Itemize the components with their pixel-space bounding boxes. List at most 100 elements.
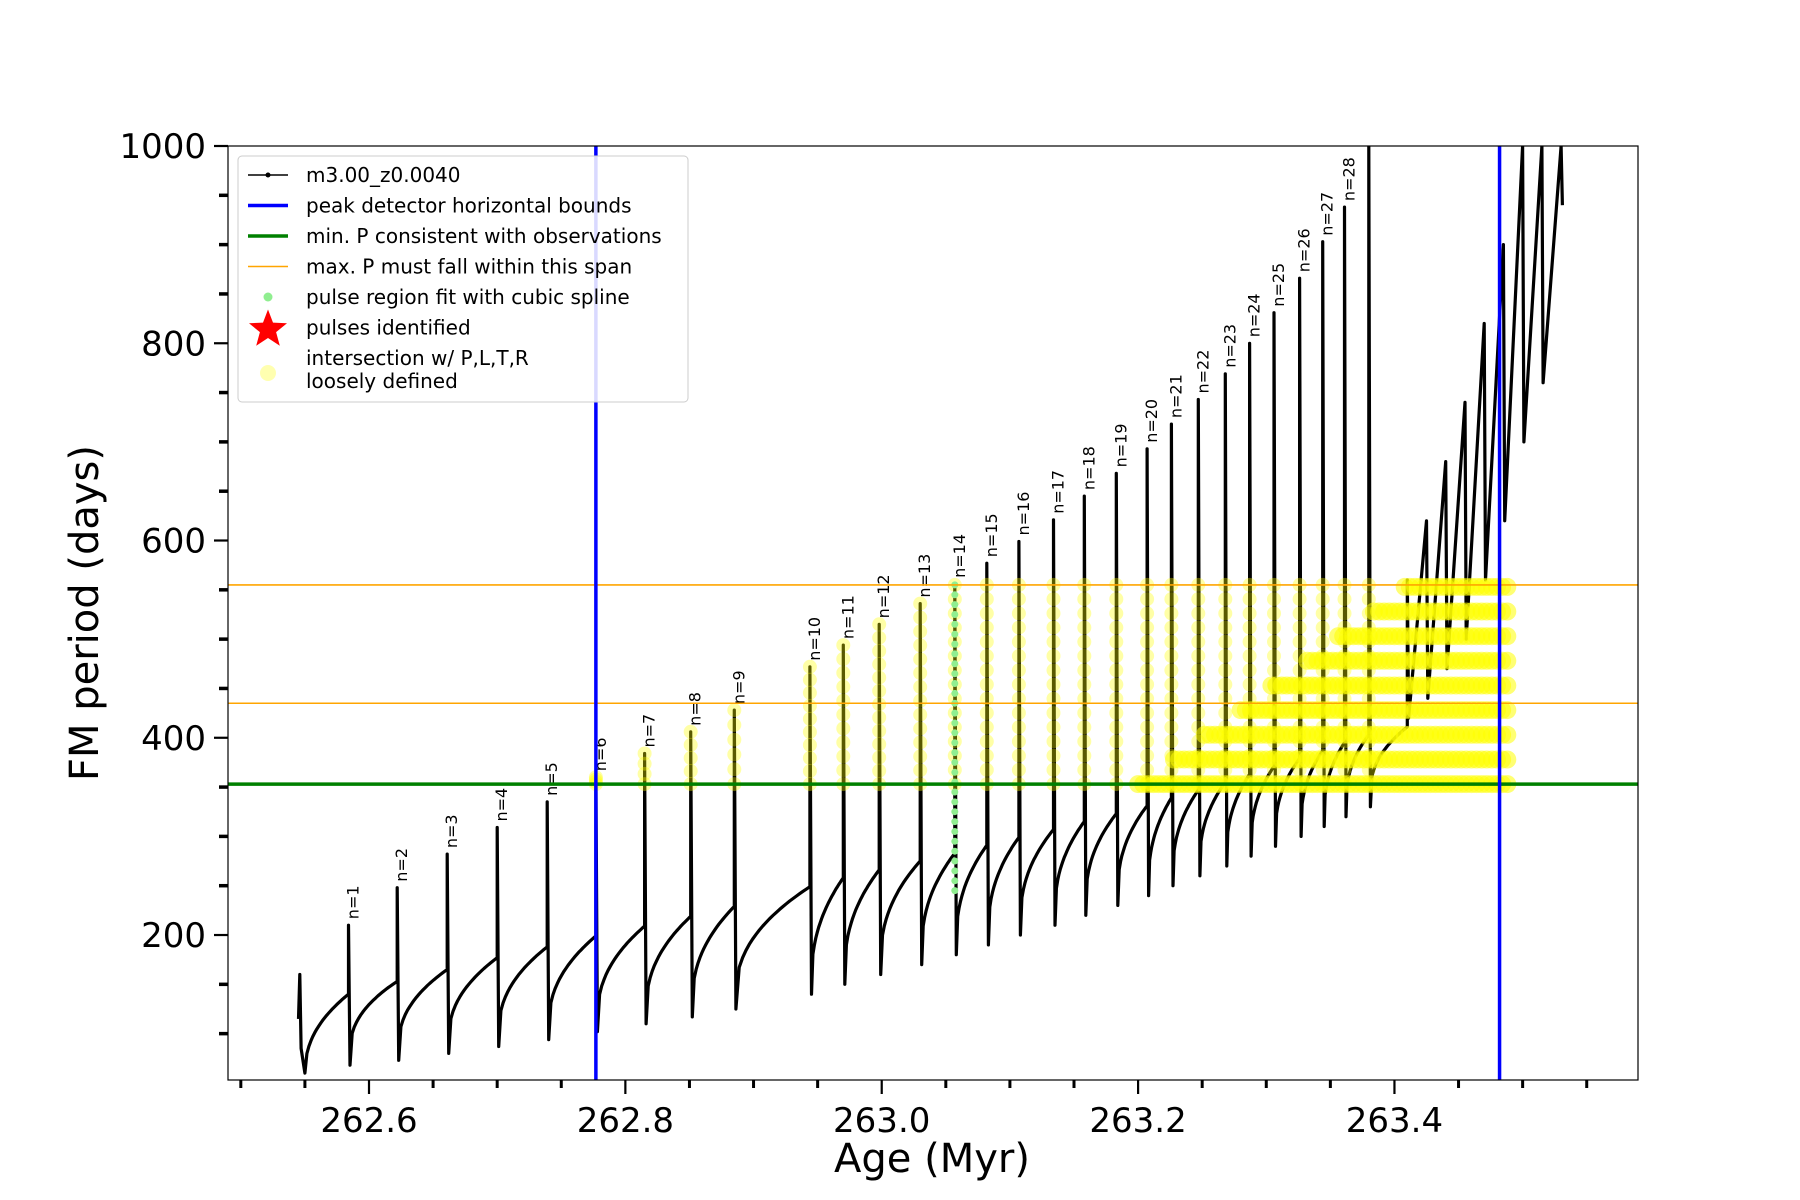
intersection-marker [1191,649,1206,663]
intersection-marker [913,666,928,680]
spline-point [951,758,959,766]
intersection-marker [836,652,851,666]
intersection-marker [1218,691,1233,706]
intersection-marker [836,693,851,708]
spline-point [951,611,959,618]
pulse-label: n=10 [805,617,824,661]
legend-label: max. P must fall within this span [306,255,632,279]
intersection-marker [1242,592,1257,607]
intersection-marker [1191,706,1206,720]
pulse-label: n=9 [729,670,748,704]
pulse-label: n=23 [1220,324,1239,368]
intersection-marker [1498,627,1517,646]
spline-point [951,630,959,638]
spline-point [951,739,959,747]
intersection-marker [683,764,698,779]
intersection-marker [1164,620,1179,635]
spline-point [951,670,959,678]
plot-area: n=1 n=2 n=3 n=4 n=5 n=6 n=7 n=8 n=9 n=10 n=11 n=12 n… [228,96,1638,1080]
intersection-marker [836,763,851,778]
y-tick-label: 600 [141,522,206,562]
y-tick-label: 200 [141,916,206,956]
intersection-marker [1164,677,1179,692]
intersection-marker [913,693,928,708]
pulse-label: n=4 [492,788,511,822]
intersection-marker [1315,620,1330,635]
pulse-label: n=15 [982,513,1001,557]
spline-point [951,591,959,599]
intersection-marker [1046,606,1061,621]
intersection-marker [637,756,652,771]
intersection-marker [1164,663,1179,678]
spline-point [951,768,959,776]
intersection-marker [1109,720,1124,735]
y-tick-label: 1000 [119,127,206,167]
intersection-marker [1046,748,1061,763]
intersection-marker [836,679,851,694]
intersection-marker [1498,750,1517,769]
pulse-label: n=25 [1269,263,1288,307]
spline-point [951,867,959,875]
legend-swatch-dot [265,172,271,178]
intersection-marker [727,703,742,718]
intersection-marker [979,748,994,763]
intersection-marker [1498,701,1517,720]
intersection-marker [637,766,652,781]
intersection-marker [872,683,887,698]
intersection-marker [802,659,817,674]
pulse-label: n=19 [1111,423,1130,467]
x-tick-label: 263.4 [1346,1101,1443,1141]
intersection-marker [1140,734,1155,749]
intersection-marker [1011,592,1026,607]
intersection-marker [1498,676,1517,695]
intersection-marker [1140,691,1155,706]
intersection-marker [979,649,994,663]
intersection-marker [802,738,817,752]
pulse-label: n=21 [1166,374,1185,418]
intersection-marker [1046,762,1061,777]
intersection-marker [1011,706,1026,720]
pulse-label: n=5 [542,762,561,796]
intersection-marker [1109,592,1124,607]
pulse-label: n=29 [1364,96,1383,140]
pulse-label: n=28 [1340,157,1359,201]
intersection-marker [979,677,994,692]
intersection-marker [1191,663,1206,678]
intersection-marker [1191,691,1206,706]
spline-point [951,719,959,727]
intersection-marker [1498,651,1517,670]
intersection-marker [1011,634,1026,649]
intersection-marker [1109,748,1124,763]
pulse-label: n=16 [1014,492,1033,536]
intersection-marker [1046,634,1061,649]
intersection-marker [1011,620,1026,635]
intersection-marker [1242,663,1257,678]
pulse-label: n=13 [915,554,934,598]
intersection-marker [802,672,817,687]
intersection-marker [1140,762,1155,777]
y-tick-label: 400 [141,719,206,759]
legend-label: min. P consistent with observations [306,224,662,248]
intersection-marker [1109,734,1124,749]
pulse-label: n=11 [838,595,857,639]
model-track-line [296,146,1564,1075]
intersection-marker [1164,734,1179,749]
intersection-marker [1046,677,1061,692]
legend-label: pulses identified [306,316,471,340]
intersection-marker [802,725,817,739]
intersection-marker [1164,606,1179,621]
intersection-marker [1077,649,1092,663]
intersection-marker [1109,606,1124,621]
pulse-label: n=3 [442,814,461,848]
intersection-marker [1011,691,1026,706]
intersection-marker [947,720,962,735]
intersection-marker [1337,592,1352,607]
intersection-marker [1140,634,1155,649]
intersection-marker [1046,706,1061,720]
intersection-marker [1218,606,1233,621]
intersection-marker [1077,706,1092,720]
intersection-marker [1140,620,1155,635]
intersection-marker [1267,620,1281,635]
intersection-marker [836,735,851,750]
intersection-marker [913,610,928,625]
